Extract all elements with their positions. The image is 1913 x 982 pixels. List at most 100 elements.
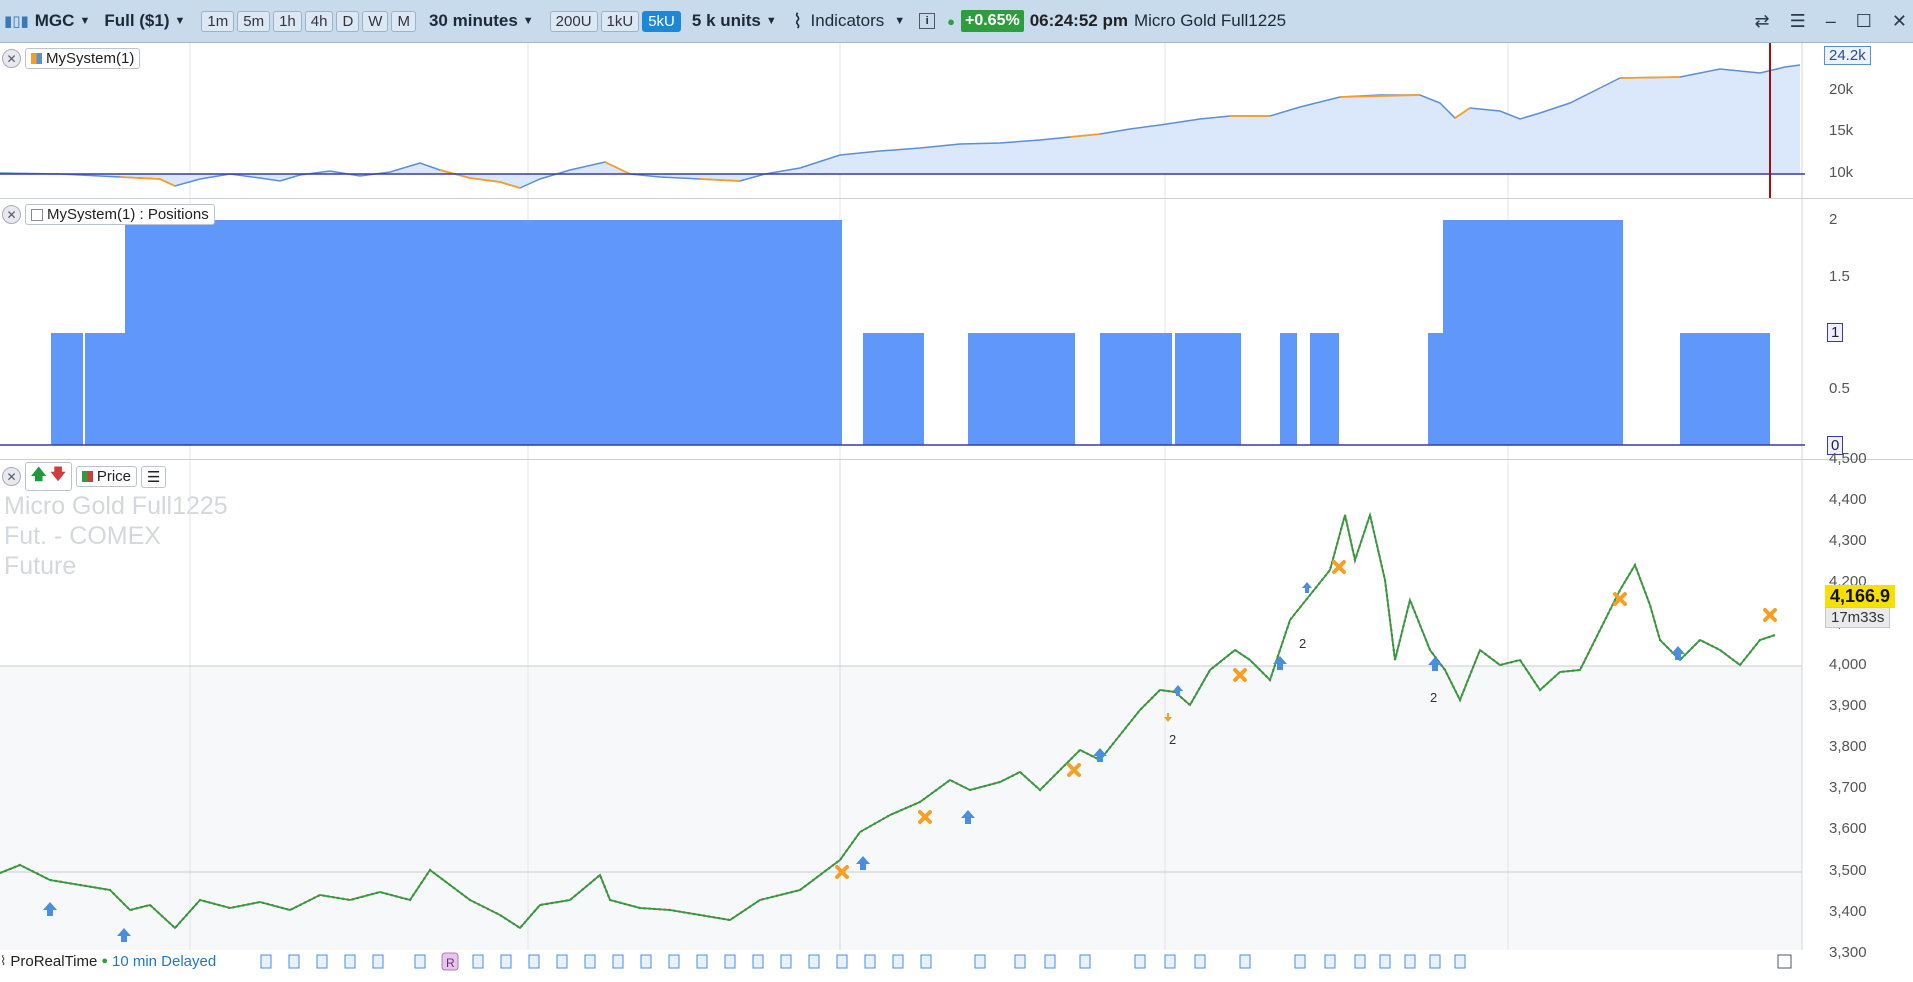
news-icon[interactable] [1239, 954, 1251, 969]
info-icon[interactable]: i [919, 13, 936, 29]
price-indicator-tag[interactable]: Price [75, 466, 138, 487]
news-icon[interactable] [640, 954, 652, 969]
news-icon[interactable] [1429, 954, 1441, 969]
timeframe-w[interactable]: W [362, 10, 389, 32]
buy-sell-toggle[interactable]: 🡅 🡇 [25, 462, 72, 491]
price-series-up [0, 511, 1776, 930]
long-entry-arrow-icon [117, 928, 131, 942]
long-entry-arrow-icon [1093, 748, 1107, 762]
positions-indicator-tag[interactable]: MySystem(1) : Positions [25, 204, 215, 225]
close-panel-icon[interactable]: ✕ [2, 467, 21, 486]
news-icon[interactable] [1014, 954, 1026, 969]
news-icon[interactable] [864, 954, 876, 969]
news-icon[interactable] [1294, 954, 1306, 969]
equity-line [0, 64, 1801, 189]
units-label: 5 k units [691, 11, 761, 30]
news-icon[interactable] [344, 954, 356, 969]
equity-chart[interactable] [0, 43, 1913, 198]
list-icon[interactable]: ☰ [141, 465, 167, 488]
news-icon[interactable] [1044, 954, 1056, 969]
units-5ku[interactable]: 5kU [642, 10, 681, 32]
news-icon[interactable] [696, 954, 708, 969]
news-icon[interactable] [472, 954, 484, 969]
timeframe-m[interactable]: M [391, 10, 416, 32]
positions-legend: ✕ MySystem(1) : Positions [2, 204, 215, 225]
timeframe-1m[interactable]: 1m [201, 10, 235, 32]
status-bar: ⌇ ProRealTime ● 10 min Delayed [0, 950, 216, 972]
news-icon[interactable] [612, 954, 624, 969]
news-icon[interactable] [1354, 954, 1366, 969]
instrument-selector[interactable]: MGC ▼ [35, 11, 91, 31]
news-icon[interactable] [892, 954, 904, 969]
panel-divider[interactable] [0, 459, 1913, 460]
news-icon[interactable] [808, 954, 820, 969]
last-price-badge: 4,166.9 [1825, 585, 1896, 608]
price-axis-3700: 3,700 [1829, 779, 1867, 796]
news-events-strip: R [260, 952, 1792, 971]
units-1ku[interactable]: 1kU [600, 10, 640, 32]
news-icon[interactable] [836, 954, 848, 969]
positions-color-icon [31, 208, 43, 221]
event-badge-icon[interactable] [441, 952, 459, 971]
price-chart[interactable] [0, 460, 1913, 950]
news-icon[interactable] [1324, 954, 1336, 969]
news-icon[interactable] [780, 954, 792, 969]
news-icon[interactable] [668, 954, 680, 969]
positions-chart[interactable] [0, 199, 1913, 461]
news-icon[interactable] [1079, 954, 1091, 969]
news-icon[interactable] [414, 954, 426, 969]
minimize-icon[interactable]: – [1825, 11, 1836, 31]
news-icon[interactable] [724, 954, 736, 969]
menu-icon[interactable]: ☰ [1789, 11, 1806, 31]
news-icon[interactable] [528, 954, 540, 969]
timeframe-5m[interactable]: 5m [237, 10, 271, 32]
close-icon[interactable]: ✕ [1891, 11, 1907, 31]
chart-type-icon[interactable]: ▮▯▮ [4, 13, 29, 30]
indicators-button[interactable]: ⌇ Indicators ▼ [793, 9, 905, 34]
units-selector[interactable]: 5 k units ▼ [692, 11, 777, 31]
news-icon[interactable] [1164, 954, 1176, 969]
close-panel-icon[interactable]: ✕ [2, 205, 21, 224]
news-icon[interactable] [316, 954, 328, 969]
delay-label[interactable]: 10 min Delayed [111, 952, 217, 970]
news-icon[interactable] [372, 954, 384, 969]
chevron-down-icon: ▼ [894, 15, 906, 27]
interval-selector[interactable]: 30 minutes ▼ [429, 11, 534, 31]
panel-divider[interactable] [0, 198, 1913, 199]
news-icon[interactable] [288, 954, 300, 969]
news-icon[interactable] [584, 954, 596, 969]
news-icon[interactable] [974, 954, 986, 969]
news-icon[interactable] [920, 954, 932, 969]
maximize-icon[interactable]: ☐ [1855, 11, 1872, 31]
timeframe-1h[interactable]: 1h [273, 10, 302, 32]
close-panel-icon[interactable]: ✕ [2, 49, 21, 68]
equity-axis-10k: 10k [1829, 164, 1854, 181]
exit-x-icon [835, 865, 849, 879]
news-icon[interactable] [1194, 954, 1206, 969]
price-legend: ✕ 🡅 🡇 Price ☰ [2, 462, 167, 491]
units-200u[interactable]: 200U [549, 10, 598, 32]
clock: 06:24:52 pm [1029, 11, 1128, 30]
equity-indicator-tag[interactable]: MySystem(1) [25, 48, 141, 69]
news-icon[interactable] [1454, 954, 1466, 969]
info-icon[interactable] [1777, 954, 1792, 969]
price-type-selector[interactable]: Full ($1) ▼ [104, 11, 185, 31]
news-icon[interactable] [752, 954, 764, 969]
price-axis-3900: 3,900 [1829, 697, 1867, 714]
news-icon[interactable] [1379, 954, 1391, 969]
sync-icon[interactable]: ⇄ [1754, 11, 1770, 31]
news-icon[interactable] [556, 954, 568, 969]
instrument-watermark: Micro Gold Full1225 Fut. - COMEX Future [4, 491, 228, 581]
news-icon[interactable] [1404, 954, 1416, 969]
news-icon[interactable] [500, 954, 512, 969]
position-bar [1310, 333, 1339, 445]
long-entry-arrow-icon [43, 902, 57, 916]
news-icon[interactable] [260, 954, 272, 969]
news-icon[interactable] [1134, 954, 1146, 969]
position-bar [1280, 333, 1297, 445]
candle-countdown: 17m33s [1825, 607, 1891, 628]
chevron-down-icon: ▼ [522, 15, 534, 27]
timeframe-4h[interactable]: 4h [304, 10, 334, 32]
entry-size-label: 2 [1169, 732, 1177, 747]
timeframe-d[interactable]: D [336, 10, 360, 32]
